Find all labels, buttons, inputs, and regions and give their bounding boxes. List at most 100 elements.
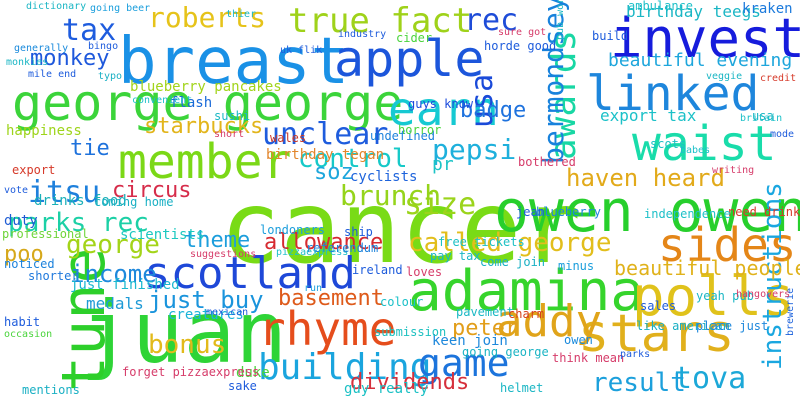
word-cloud-word: basement — [278, 286, 384, 311]
word-cloud-word: uk flik — [280, 45, 323, 56]
word-cloud-word: ireland — [352, 263, 403, 277]
word-cloud-word: parks — [620, 349, 651, 360]
word-cloud-word: professional — [2, 227, 89, 241]
word-cloud-word: bothered — [518, 155, 576, 169]
word-cloud-word: industry — [338, 29, 387, 40]
word-cloud-word: scots — [650, 137, 687, 151]
word-cloud-word: beautiful people — [614, 256, 800, 280]
word-cloud-word: scotland — [144, 248, 356, 299]
word-cloud-word: pay tax — [430, 249, 481, 263]
word-cloud-word: income — [70, 260, 157, 288]
word-cloud-word: birthday teegs — [626, 2, 761, 21]
word-cloud-word: undefined — [370, 129, 436, 143]
word-cloud-word: george george — [12, 74, 404, 132]
word-cloud-word: generally — [14, 43, 69, 54]
word-cloud-word: babes — [680, 145, 711, 156]
word-cloud-word: sides — [658, 218, 797, 272]
word-cloud-word: londoners — [260, 223, 326, 237]
word-cloud-word: result — [592, 368, 686, 398]
word-cloud-word: helmet — [500, 381, 544, 395]
word-cloud-word: noticed — [4, 257, 55, 271]
word-cloud-word: suggestions — [190, 249, 257, 260]
word-cloud-word: beautiful evening — [608, 50, 793, 71]
word-cloud-word: owen owen — [494, 177, 800, 245]
word-cloud-word: adamina — [408, 259, 645, 324]
word-cloud-word: britain — [740, 113, 783, 124]
word-cloud-word: badge — [460, 98, 527, 123]
word-cloud-word: cancer — [220, 169, 582, 286]
word-cloud-word: creatures — [168, 307, 244, 323]
word-cloud-word: birthday tegan — [266, 147, 385, 163]
word-cloud-word: starbucks — [144, 114, 264, 139]
word-cloud-word: free tickets — [438, 235, 525, 249]
word-cloud-word: run — [304, 283, 323, 294]
word-cloud-word: owen — [564, 333, 593, 347]
word-cloud-word: poo — [4, 242, 44, 267]
word-cloud-word: need drink — [728, 205, 800, 219]
word-cloud-word: invest — [610, 7, 800, 70]
word-cloud-word: drinks food — [34, 193, 127, 209]
word-cloud-word: like american — [636, 319, 730, 333]
word-cloud-word: tie — [70, 136, 110, 161]
word-cloud-word: credit — [760, 73, 797, 84]
word-cloud-word: build — [592, 29, 629, 43]
word-cloud-word: game — [418, 341, 510, 385]
word-cloud-word: duke — [236, 365, 270, 381]
word-cloud-word: just finished — [70, 277, 180, 293]
word-cloud-word: sushi — [214, 109, 251, 123]
word-cloud-word: place just — [696, 319, 769, 333]
word-cloud-word: charm — [508, 307, 545, 321]
word-cloud-word: ambulance — [628, 0, 694, 13]
word-cloud-word: roberts — [148, 1, 267, 34]
word-cloud-word: george — [66, 230, 160, 260]
word-cloud-word: horde good — [484, 39, 557, 53]
word-cloud-word: monkies — [6, 57, 49, 68]
word-cloud-word: brunch — [340, 179, 442, 212]
word-cloud-word: medals — [86, 294, 144, 313]
word-cloud-word: export — [12, 163, 56, 177]
word-cloud-word: circus — [112, 178, 192, 203]
word-cloud-word: polls — [632, 265, 795, 328]
word-cloud-word: mode — [770, 129, 795, 140]
word-cloud-word: sales — [640, 299, 677, 313]
word-cloud-word: linked — [586, 66, 760, 122]
word-cloud-word: pizzaexpress — [276, 247, 349, 258]
word-cloud-word: cider — [396, 31, 433, 45]
word-cloud-word: coming home — [94, 195, 174, 209]
word-cloud-word: earn — [388, 82, 499, 136]
word-cloud-word: parks rec — [8, 208, 149, 238]
word-cloud-word: colour — [380, 295, 424, 309]
word-cloud-word: mexican — [206, 307, 249, 318]
word-cloud-word: guy really — [344, 381, 429, 397]
word-cloud-word: occasion — [4, 329, 53, 340]
word-cloud-word: wales — [270, 131, 307, 145]
word-cloud-word: monkey — [30, 46, 110, 71]
word-cloud-word: vote — [4, 185, 29, 196]
word-cloud-word: breast — [118, 25, 350, 99]
word-cloud-word: tax — [62, 13, 117, 48]
word-cloud-word: dictionary — [26, 1, 87, 12]
word-cloud-word: flash — [170, 95, 213, 111]
word-cloud-word: dividends — [350, 370, 470, 395]
word-cloud-word: pr — [432, 154, 454, 175]
word-cloud-word: pavement — [456, 305, 514, 319]
word-cloud-word: mentions — [22, 383, 80, 397]
word-cloud-word: control — [298, 144, 408, 174]
word-cloud-word: convenient — [132, 95, 193, 106]
word-cloud-word: sake — [228, 379, 257, 393]
word-cloud-word: theme — [184, 228, 251, 253]
word-cloud-word: soz — [314, 160, 354, 185]
word-cloud-word: ship — [344, 225, 373, 239]
word-cloud-word: guys know — [408, 97, 474, 111]
word-cloud-word: sure got — [498, 27, 547, 38]
word-cloud-word: hangovers — [736, 289, 791, 300]
word-cloud-word: happiness — [6, 123, 82, 139]
word-cloud-word: short — [214, 129, 245, 140]
word-cloud-word: size — [404, 187, 477, 222]
word-cloud-word: rec — [464, 3, 519, 38]
word-cloud-word: true fact — [288, 1, 473, 41]
word-cloud-word: scientists — [120, 227, 205, 243]
word-cloud-word: member — [118, 134, 292, 190]
word-cloud-word: peter — [452, 316, 519, 341]
